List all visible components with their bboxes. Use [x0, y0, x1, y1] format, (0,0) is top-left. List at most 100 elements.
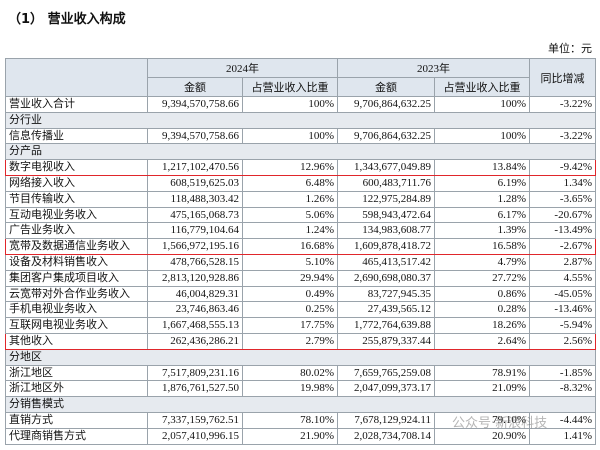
- row-label: 云宽带对外合作业务收入: [5, 285, 148, 303]
- cell: -9.42%: [529, 159, 596, 176]
- cell: 7,337,159,762.51: [147, 411, 243, 429]
- row-label: 营业收入合计: [5, 96, 148, 113]
- data-row: 浙江地区 7,517,809,231.16 80.02% 7,659,765,259.…: [5, 364, 596, 382]
- cell: 21.90%: [242, 427, 338, 445]
- table-header: 2024年 2023年 同比增减 金额 占营业收入比重 金额 占营业收入比重: [5, 58, 596, 97]
- header-cell: [5, 58, 148, 97]
- unit-note: 单位：元: [548, 43, 592, 55]
- cell: 2,690,698,080.37: [337, 269, 435, 287]
- cell: 475,165,068.73: [147, 206, 243, 224]
- cell: 0.25%: [242, 301, 338, 319]
- section-label: 分地区: [5, 348, 596, 366]
- data-row: 其他收入 262,436,286.21 2.79% 255,879,337.44 2.6…: [5, 332, 596, 350]
- cell: -2.67%: [529, 238, 596, 255]
- cell: 100%: [242, 127, 338, 145]
- cell: -3.22%: [529, 96, 596, 113]
- row-label: 手机电视业务收入: [5, 301, 148, 319]
- title: （1） 营业收入构成: [8, 12, 126, 27]
- cell: 1,566,972,195.16: [147, 238, 243, 255]
- cell: 1.34%: [529, 174, 596, 192]
- data-row: 浙江地区外 1,876,761,527.50 19.98% 2,047,099,373…: [5, 380, 596, 398]
- cell: 1.39%: [434, 222, 530, 240]
- cell: 598,943,472.64: [337, 206, 435, 224]
- revenue-table: 2024年 2023年 同比增减 金额 占营业收入比重 金额 占营业收入比重 营…: [5, 58, 596, 445]
- section-row: 分产品: [5, 143, 596, 161]
- section-label: 分销售模式: [5, 396, 596, 413]
- cell: 7,517,809,231.16: [147, 364, 243, 382]
- cell: 100%: [434, 96, 530, 113]
- cell: 255,879,337.44: [337, 332, 435, 350]
- row-label: 设备及材料销售收入: [5, 253, 148, 271]
- header-cell: 占营业收入比重: [434, 77, 530, 97]
- cell: 1.24%: [242, 222, 338, 240]
- cell: 6.17%: [434, 206, 530, 224]
- row-label: 宽带及数据通信业务收入: [5, 238, 148, 255]
- header-cell: 占营业收入比重: [242, 77, 338, 97]
- cell: 46,004,829.31: [147, 285, 243, 303]
- data-row: 集团客户集成项目收入 2,813,120,928.86 29.94% 2,690,69…: [5, 269, 596, 287]
- cell: 5.10%: [242, 253, 338, 271]
- data-row: 互动电视业务收入 475,165,068.73 5.06% 598,943,472.6…: [5, 206, 596, 224]
- cell: 78.91%: [434, 364, 530, 382]
- cell: 6.19%: [434, 174, 530, 192]
- row-label: 互动电视业务收入: [5, 206, 148, 224]
- cell: 16.58%: [434, 238, 530, 255]
- cell: 2.87%: [529, 253, 596, 271]
- row-label: 其他收入: [5, 332, 148, 350]
- cell: 4.79%: [434, 253, 530, 271]
- cell: 1,217,102,470.56: [147, 159, 243, 176]
- cell: 262,436,286.21: [147, 332, 243, 350]
- cell: -8.32%: [529, 380, 596, 398]
- cell: 608,519,625.03: [147, 174, 243, 192]
- row-label: 代理商销售方式: [5, 427, 148, 445]
- cell: 6.48%: [242, 174, 338, 192]
- row-label: 互联网电视业务收入: [5, 317, 148, 334]
- cell: 80.02%: [242, 364, 338, 382]
- cell: 2,813,120,928.86: [147, 269, 243, 287]
- row-label: 广告业务收入: [5, 222, 148, 240]
- cell: 23,746,863.46: [147, 301, 243, 319]
- row-label: 数字电视收入: [5, 159, 148, 176]
- cell: 16.68%: [242, 238, 338, 255]
- watermark: 公众号·新浪科技: [452, 416, 548, 431]
- cell: 600,483,711.76: [337, 174, 435, 192]
- cell: -5.94%: [529, 317, 596, 334]
- cell: 2.64%: [434, 332, 530, 350]
- cell: 21.09%: [434, 380, 530, 398]
- cell: 118,488,303.42: [147, 190, 243, 208]
- cell: 1,876,761,527.50: [147, 380, 243, 398]
- header-cell: 金额: [147, 77, 243, 97]
- cell: 1.41%: [529, 427, 596, 445]
- data-row: 设备及材料销售收入 478,766,528.15 5.10% 465,413,517.…: [5, 253, 596, 271]
- section-label: 分产品: [5, 143, 596, 161]
- cell: 1,609,878,418.72: [337, 238, 435, 255]
- cell: 2,028,734,708.14: [337, 427, 435, 445]
- data-row: 节目传输收入 118,488,303.42 1.26% 122,975,284.89 1…: [5, 190, 596, 208]
- cell: 0.86%: [434, 285, 530, 303]
- cell: 100%: [242, 96, 338, 113]
- cell: 7,678,129,924.11: [337, 411, 435, 429]
- cell: 9,706,864,632.25: [337, 127, 435, 145]
- cell: 0.49%: [242, 285, 338, 303]
- data-row: 营业收入合计 9,394,570,758.66 100% 9,706,864,632.…: [5, 96, 596, 113]
- table-body: 营业收入合计 9,394,570,758.66 100% 9,706,864,632.…: [5, 96, 596, 445]
- cell: 1.28%: [434, 190, 530, 208]
- cell: 9,394,570,758.66: [147, 127, 243, 145]
- data-row: 互联网电视业务收入 1,667,468,555.13 17.75% 1,772,764…: [5, 317, 596, 334]
- data-row: 手机电视业务收入 23,746,863.46 0.25% 27,439,565.12 0…: [5, 301, 596, 319]
- row-label: 网络接入收入: [5, 174, 148, 192]
- cell: 1.26%: [242, 190, 338, 208]
- cell: 134,983,608.77: [337, 222, 435, 240]
- data-row: 广告业务收入 116,779,104.64 1.24% 134,983,608.77 1…: [5, 222, 596, 240]
- cell: 1,343,677,049.89: [337, 159, 435, 176]
- cell: 2.56%: [529, 332, 596, 350]
- cell: -3.22%: [529, 127, 596, 145]
- row-label: 浙江地区: [5, 364, 148, 382]
- header-cell: 同比增减: [529, 58, 596, 97]
- data-row: 宽带及数据通信业务收入 1,566,972,195.16 16.68% 1,609,8…: [5, 238, 596, 255]
- section-label: 分行业: [5, 111, 596, 129]
- cell: 478,766,528.15: [147, 253, 243, 271]
- header-cell: 2023年: [337, 58, 530, 78]
- row-label: 信息传播业: [5, 127, 148, 145]
